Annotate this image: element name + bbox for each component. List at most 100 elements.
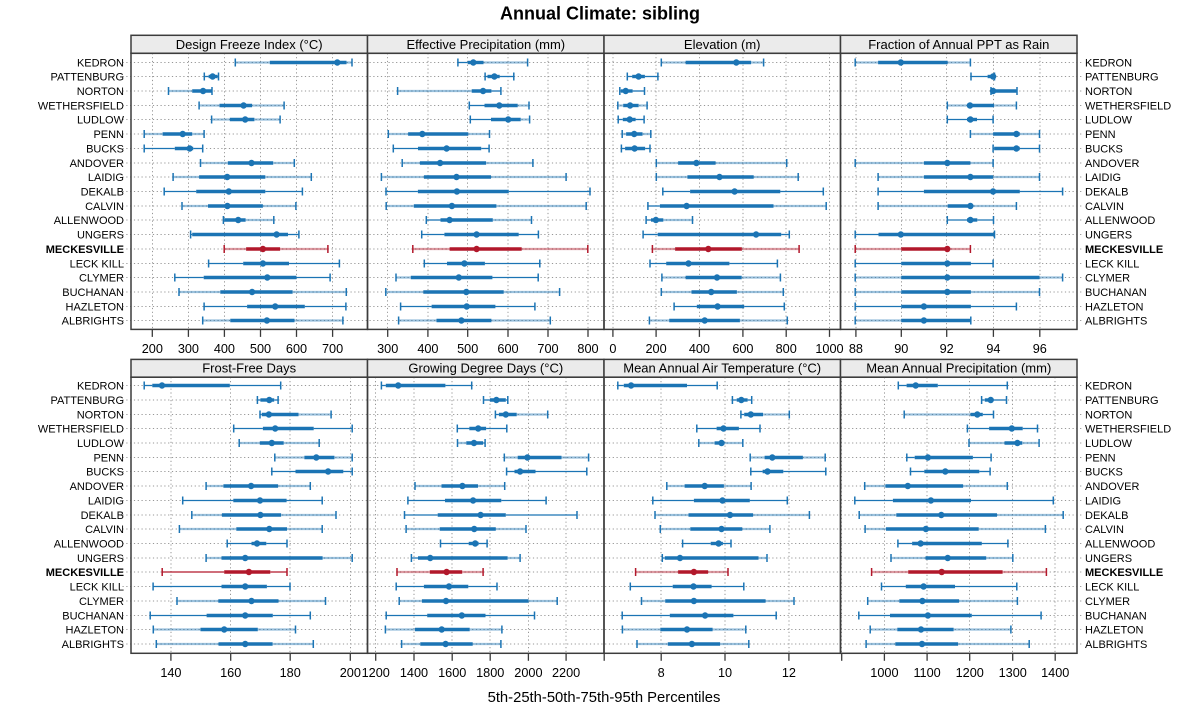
svg-text:PATTENBURG: PATTENBURG (50, 395, 124, 407)
svg-text:HAZLETON: HAZLETON (66, 625, 125, 637)
svg-text:1300: 1300 (999, 666, 1027, 680)
svg-text:1800: 1800 (476, 666, 504, 680)
svg-text:500: 500 (250, 342, 271, 356)
svg-text:700: 700 (322, 342, 343, 356)
svg-text:10: 10 (718, 666, 732, 680)
svg-text:WETHERSFIELD: WETHERSFIELD (38, 100, 124, 112)
svg-text:200: 200 (646, 342, 667, 356)
svg-text:PATTENBURG: PATTENBURG (1085, 395, 1159, 407)
svg-text:Design Freeze Index (°C): Design Freeze Index (°C) (176, 37, 323, 52)
svg-text:BUCKS: BUCKS (1085, 467, 1123, 479)
svg-text:KEDRON: KEDRON (77, 381, 124, 393)
svg-text:WETHERSFIELD: WETHERSFIELD (38, 424, 124, 436)
svg-text:WETHERSFIELD: WETHERSFIELD (1085, 424, 1171, 436)
svg-text:1000: 1000 (815, 342, 843, 356)
svg-text:KEDRON: KEDRON (77, 57, 124, 69)
svg-text:LAIDIG: LAIDIG (88, 495, 124, 507)
svg-text:HAZLETON: HAZLETON (1085, 301, 1144, 313)
svg-text:HAZLETON: HAZLETON (1085, 625, 1144, 637)
svg-text:ALLENWOOD: ALLENWOOD (1085, 539, 1155, 551)
svg-text:BUCHANAN: BUCHANAN (62, 610, 124, 622)
svg-text:DEKALB: DEKALB (1085, 187, 1128, 199)
svg-text:CLYMER: CLYMER (1085, 273, 1130, 285)
svg-text:Fraction of Annual PPT as Rain: Fraction of Annual PPT as Rain (868, 37, 1049, 52)
svg-text:96: 96 (1033, 342, 1047, 356)
svg-text:400: 400 (214, 342, 235, 356)
svg-text:160: 160 (220, 666, 241, 680)
svg-text:CALVIN: CALVIN (1085, 524, 1124, 536)
svg-text:1600: 1600 (438, 666, 466, 680)
svg-text:LAIDIG: LAIDIG (1085, 172, 1121, 184)
svg-text:NORTON: NORTON (77, 86, 124, 98)
svg-text:Growing Degree Days (°C): Growing Degree Days (°C) (408, 361, 563, 376)
svg-text:LECK KILL: LECK KILL (1085, 258, 1139, 270)
svg-text:BUCHANAN: BUCHANAN (62, 287, 124, 299)
svg-text:DEKALB: DEKALB (1085, 510, 1128, 522)
svg-text:UNGERS: UNGERS (77, 553, 124, 565)
svg-text:ANDOVER: ANDOVER (70, 481, 124, 493)
svg-text:DEKALB: DEKALB (81, 187, 124, 199)
svg-text:UNGERS: UNGERS (77, 230, 124, 242)
svg-text:PENN: PENN (1085, 129, 1116, 141)
svg-text:MECKESVILLE: MECKESVILLE (46, 567, 124, 579)
svg-text:8: 8 (658, 666, 665, 680)
svg-text:Effective Precipitation (mm): Effective Precipitation (mm) (406, 37, 565, 52)
svg-text:Mean Annual Air Temperature (°: Mean Annual Air Temperature (°C) (623, 361, 821, 376)
svg-text:NORTON: NORTON (1085, 86, 1132, 98)
svg-text:Annual Climate: sibling: Annual Climate: sibling (500, 4, 700, 24)
svg-text:LECK KILL: LECK KILL (70, 582, 124, 594)
svg-text:94: 94 (986, 342, 1000, 356)
svg-text:5th-25th-50th-75th-95th Percen: 5th-25th-50th-75th-95th Percentiles (488, 690, 721, 706)
svg-text:UNGERS: UNGERS (1085, 230, 1132, 242)
svg-text:600: 600 (497, 342, 518, 356)
svg-text:DEKALB: DEKALB (81, 510, 124, 522)
svg-text:1200: 1200 (956, 666, 984, 680)
svg-text:CLYMER: CLYMER (79, 273, 124, 285)
svg-text:1400: 1400 (1041, 666, 1069, 680)
svg-text:1200: 1200 (362, 666, 390, 680)
svg-text:CLYMER: CLYMER (1085, 596, 1130, 608)
svg-text:UNGERS: UNGERS (1085, 553, 1132, 565)
svg-text:LAIDIG: LAIDIG (1085, 495, 1121, 507)
svg-text:MECKESVILLE: MECKESVILLE (1085, 567, 1163, 579)
svg-text:PENN: PENN (1085, 452, 1116, 464)
svg-text:200: 200 (142, 342, 163, 356)
svg-text:LUDLOW: LUDLOW (77, 115, 125, 127)
svg-text:WETHERSFIELD: WETHERSFIELD (1085, 100, 1171, 112)
svg-text:300: 300 (377, 342, 398, 356)
svg-text:BUCHANAN: BUCHANAN (1085, 610, 1147, 622)
svg-text:180: 180 (280, 666, 301, 680)
svg-text:NORTON: NORTON (1085, 409, 1132, 421)
svg-text:Frost-Free Days: Frost-Free Days (202, 361, 296, 376)
svg-text:Elevation (m): Elevation (m) (684, 37, 761, 52)
svg-text:ALLENWOOD: ALLENWOOD (54, 215, 124, 227)
svg-text:300: 300 (178, 342, 199, 356)
svg-text:ALBRIGHTS: ALBRIGHTS (62, 639, 124, 651)
svg-text:ANDOVER: ANDOVER (1085, 158, 1139, 170)
svg-text:600: 600 (732, 342, 753, 356)
svg-text:ALBRIGHTS: ALBRIGHTS (62, 316, 124, 328)
svg-text:2000: 2000 (514, 666, 542, 680)
svg-text:0: 0 (609, 342, 616, 356)
svg-text:90: 90 (894, 342, 908, 356)
svg-text:ALLENWOOD: ALLENWOOD (54, 539, 124, 551)
svg-text:MECKESVILLE: MECKESVILLE (46, 244, 124, 256)
svg-text:Mean Annual Precipitation (mm): Mean Annual Precipitation (mm) (866, 361, 1051, 376)
svg-text:LUDLOW: LUDLOW (77, 438, 125, 450)
svg-text:PENN: PENN (93, 129, 124, 141)
svg-text:HAZLETON: HAZLETON (66, 301, 125, 313)
svg-text:CALVIN: CALVIN (85, 524, 124, 536)
svg-text:800: 800 (776, 342, 797, 356)
svg-text:ALLENWOOD: ALLENWOOD (1085, 215, 1155, 227)
svg-text:BUCHANAN: BUCHANAN (1085, 287, 1147, 299)
svg-text:LECK KILL: LECK KILL (1085, 582, 1139, 594)
svg-text:ALBRIGHTS: ALBRIGHTS (1085, 316, 1147, 328)
svg-text:400: 400 (417, 342, 438, 356)
svg-text:LECK KILL: LECK KILL (70, 258, 124, 270)
svg-text:NORTON: NORTON (77, 409, 124, 421)
svg-text:140: 140 (160, 666, 181, 680)
svg-text:2200: 2200 (552, 666, 580, 680)
svg-text:600: 600 (286, 342, 307, 356)
svg-text:KEDRON: KEDRON (1085, 57, 1132, 69)
svg-text:CALVIN: CALVIN (1085, 201, 1124, 213)
